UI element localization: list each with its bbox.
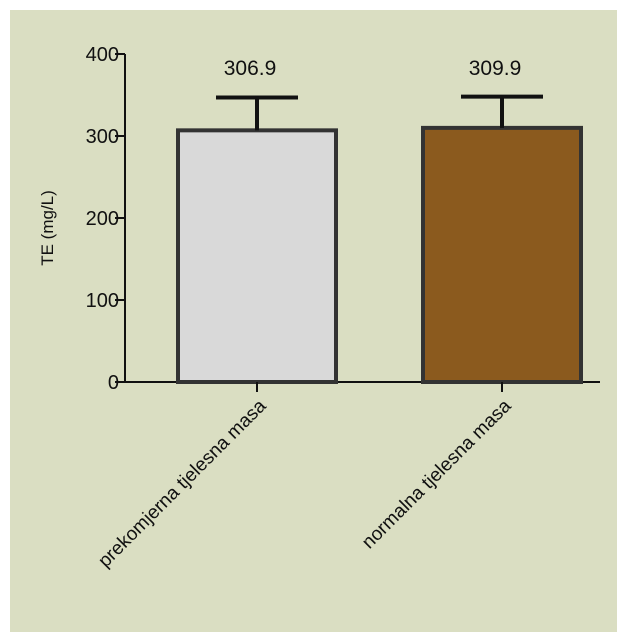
y-tick-label: 100 — [86, 290, 119, 312]
y-axis-label: TE (mg/L) — [38, 190, 57, 266]
y-tick-label: 300 — [86, 126, 119, 148]
category-label: normalna tjelesna masa — [358, 395, 516, 553]
y-tick-label: 0 — [108, 372, 119, 394]
y-tick-label: 200 — [86, 208, 119, 230]
y-tick-label: 400 — [86, 44, 119, 66]
value-label: 306.9 — [224, 57, 277, 80]
value-label: 309.9 — [469, 57, 522, 80]
category-label: prekomjerna tjelesna masa — [94, 395, 270, 571]
bar — [176, 128, 338, 384]
bar — [421, 125, 583, 384]
